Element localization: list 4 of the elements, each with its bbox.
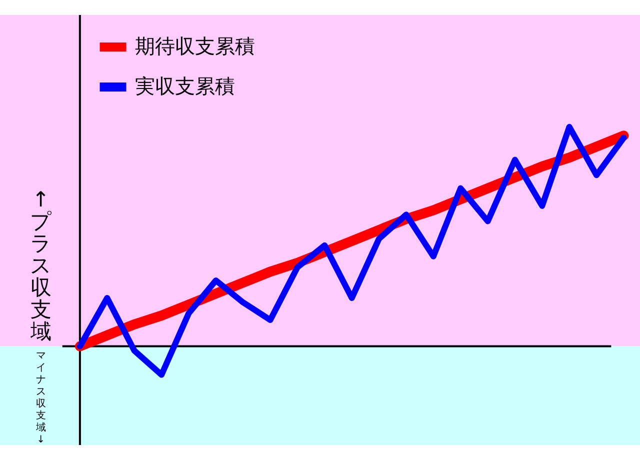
legend-label: 実収支累積 bbox=[135, 74, 235, 98]
legend-label: 期待収支累積 bbox=[135, 34, 255, 58]
band-label: マイナス収支域↓ bbox=[34, 350, 46, 446]
band-label: ↑プラス収支域 bbox=[29, 187, 52, 344]
